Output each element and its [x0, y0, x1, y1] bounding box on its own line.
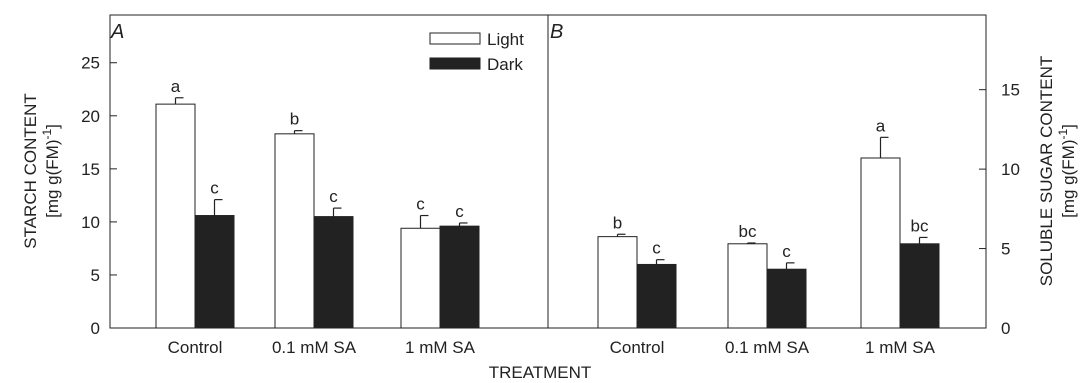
panel-b-y-axis-title: SOLUBLE SUGAR CONTENT	[1037, 56, 1056, 287]
panel-a-bar-light-2	[400, 227, 441, 329]
panel-a-x-tick-label-2: 1 mM SA	[405, 338, 476, 357]
panel-b-sig-letter-dark-2: bc	[911, 216, 929, 235]
panel-a-y-tick-label-5: 25	[81, 54, 100, 73]
panel-a-label: A	[110, 21, 124, 43]
panel-b-x-tick-label-2: 1 mM SA	[865, 338, 936, 357]
legend-swatch-dark	[429, 57, 481, 70]
panel-b-y-tick-label-3: 15	[1001, 81, 1020, 100]
panel-a-sig-letter-dark-0: c	[210, 179, 219, 198]
panel-b-y-ticks: 0 5 10 15	[979, 81, 1020, 338]
panel-b-x-tick-label-0: Control	[610, 338, 665, 357]
panel-a: A 0 5 10 15 20 25 Control 0.1 mM SA 1 mM SA a b c c…	[21, 14, 549, 357]
panel-b-sig-letter-dark-0: c	[652, 239, 661, 258]
panel-b-bar-light-2	[860, 157, 901, 329]
panel-b-bar-light-1	[727, 243, 768, 329]
panel-b-bar-dark-1	[766, 268, 807, 329]
panel-b-bar-dark-2	[899, 243, 940, 329]
panel-b-label: B	[550, 21, 563, 43]
panel-b-bar-light-0	[597, 236, 638, 329]
panel-b-x-tick-label-1: 0.1 mM SA	[725, 338, 810, 357]
panel-a-y-tick-label-4: 20	[81, 107, 100, 126]
panel-a-bar-light-0	[155, 103, 196, 329]
panel-b-y-axis-unit: [mg g(FM)-1]	[1056, 124, 1078, 218]
panel-a-y-tick-label-1: 5	[91, 266, 100, 285]
panel-a-y-tick-label-3: 15	[81, 160, 100, 179]
legend: Light Dark	[429, 30, 524, 74]
x-axis-title: TREATMENT	[489, 363, 592, 382]
panel-a-y-axis-title: STARCH CONTENT	[21, 93, 40, 249]
panel-b-sig-letter-dark-1: c	[782, 242, 791, 261]
panel-b-bar-dark-0	[636, 263, 677, 329]
panel-a-bars: Control 0.1 mM SA 1 mM SA a b c c c c	[155, 77, 480, 357]
legend-label-light: Light	[487, 30, 524, 49]
panel-a-y-axis-unit: [mg g(FM)-1]	[40, 124, 62, 218]
panel-a-sig-letter-light-2: c	[416, 195, 425, 214]
panel-b-sig-letter-light-0: b	[613, 213, 622, 232]
panel-b-y-tick-label-0: 0	[1001, 319, 1010, 338]
panel-a-bar-dark-2	[439, 225, 480, 329]
panel-a-bar-light-1	[274, 133, 315, 329]
panel-b-y-tick-label-2: 10	[1001, 160, 1020, 179]
panel-a-sig-letter-dark-2: c	[455, 202, 464, 221]
legend-label-dark: Dark	[487, 55, 523, 74]
panel-a-y-ticks: 0 5 10 15 20 25	[81, 54, 117, 338]
panel-b-sig-letter-light-1: bc	[739, 222, 757, 241]
panel-a-x-tick-label-1: 0.1 mM SA	[272, 338, 357, 357]
panel-b-sig-letter-light-2: a	[876, 116, 886, 135]
panel-a-sig-letter-light-1: b	[290, 110, 299, 129]
panel-b-y-tick-label-1: 5	[1001, 240, 1010, 259]
panel-b: B 0 5 10 15 Control 0.1 mM SA 1 mM SA b bc a c c bc…	[547, 14, 1078, 357]
panel-a-bar-dark-1	[313, 216, 354, 329]
panel-a-y-tick-label-0: 0	[91, 319, 100, 338]
panel-a-x-tick-label-0: Control	[168, 338, 223, 357]
panel-a-bar-dark-0	[194, 215, 235, 329]
panel-b-bars: Control 0.1 mM SA 1 mM SA b bc a c c bc	[597, 116, 940, 357]
panel-a-sig-letter-dark-1: c	[329, 187, 338, 206]
panel-a-sig-letter-light-0: a	[171, 77, 181, 96]
panel-a-y-tick-label-2: 10	[81, 213, 100, 232]
legend-swatch-light	[429, 32, 481, 45]
